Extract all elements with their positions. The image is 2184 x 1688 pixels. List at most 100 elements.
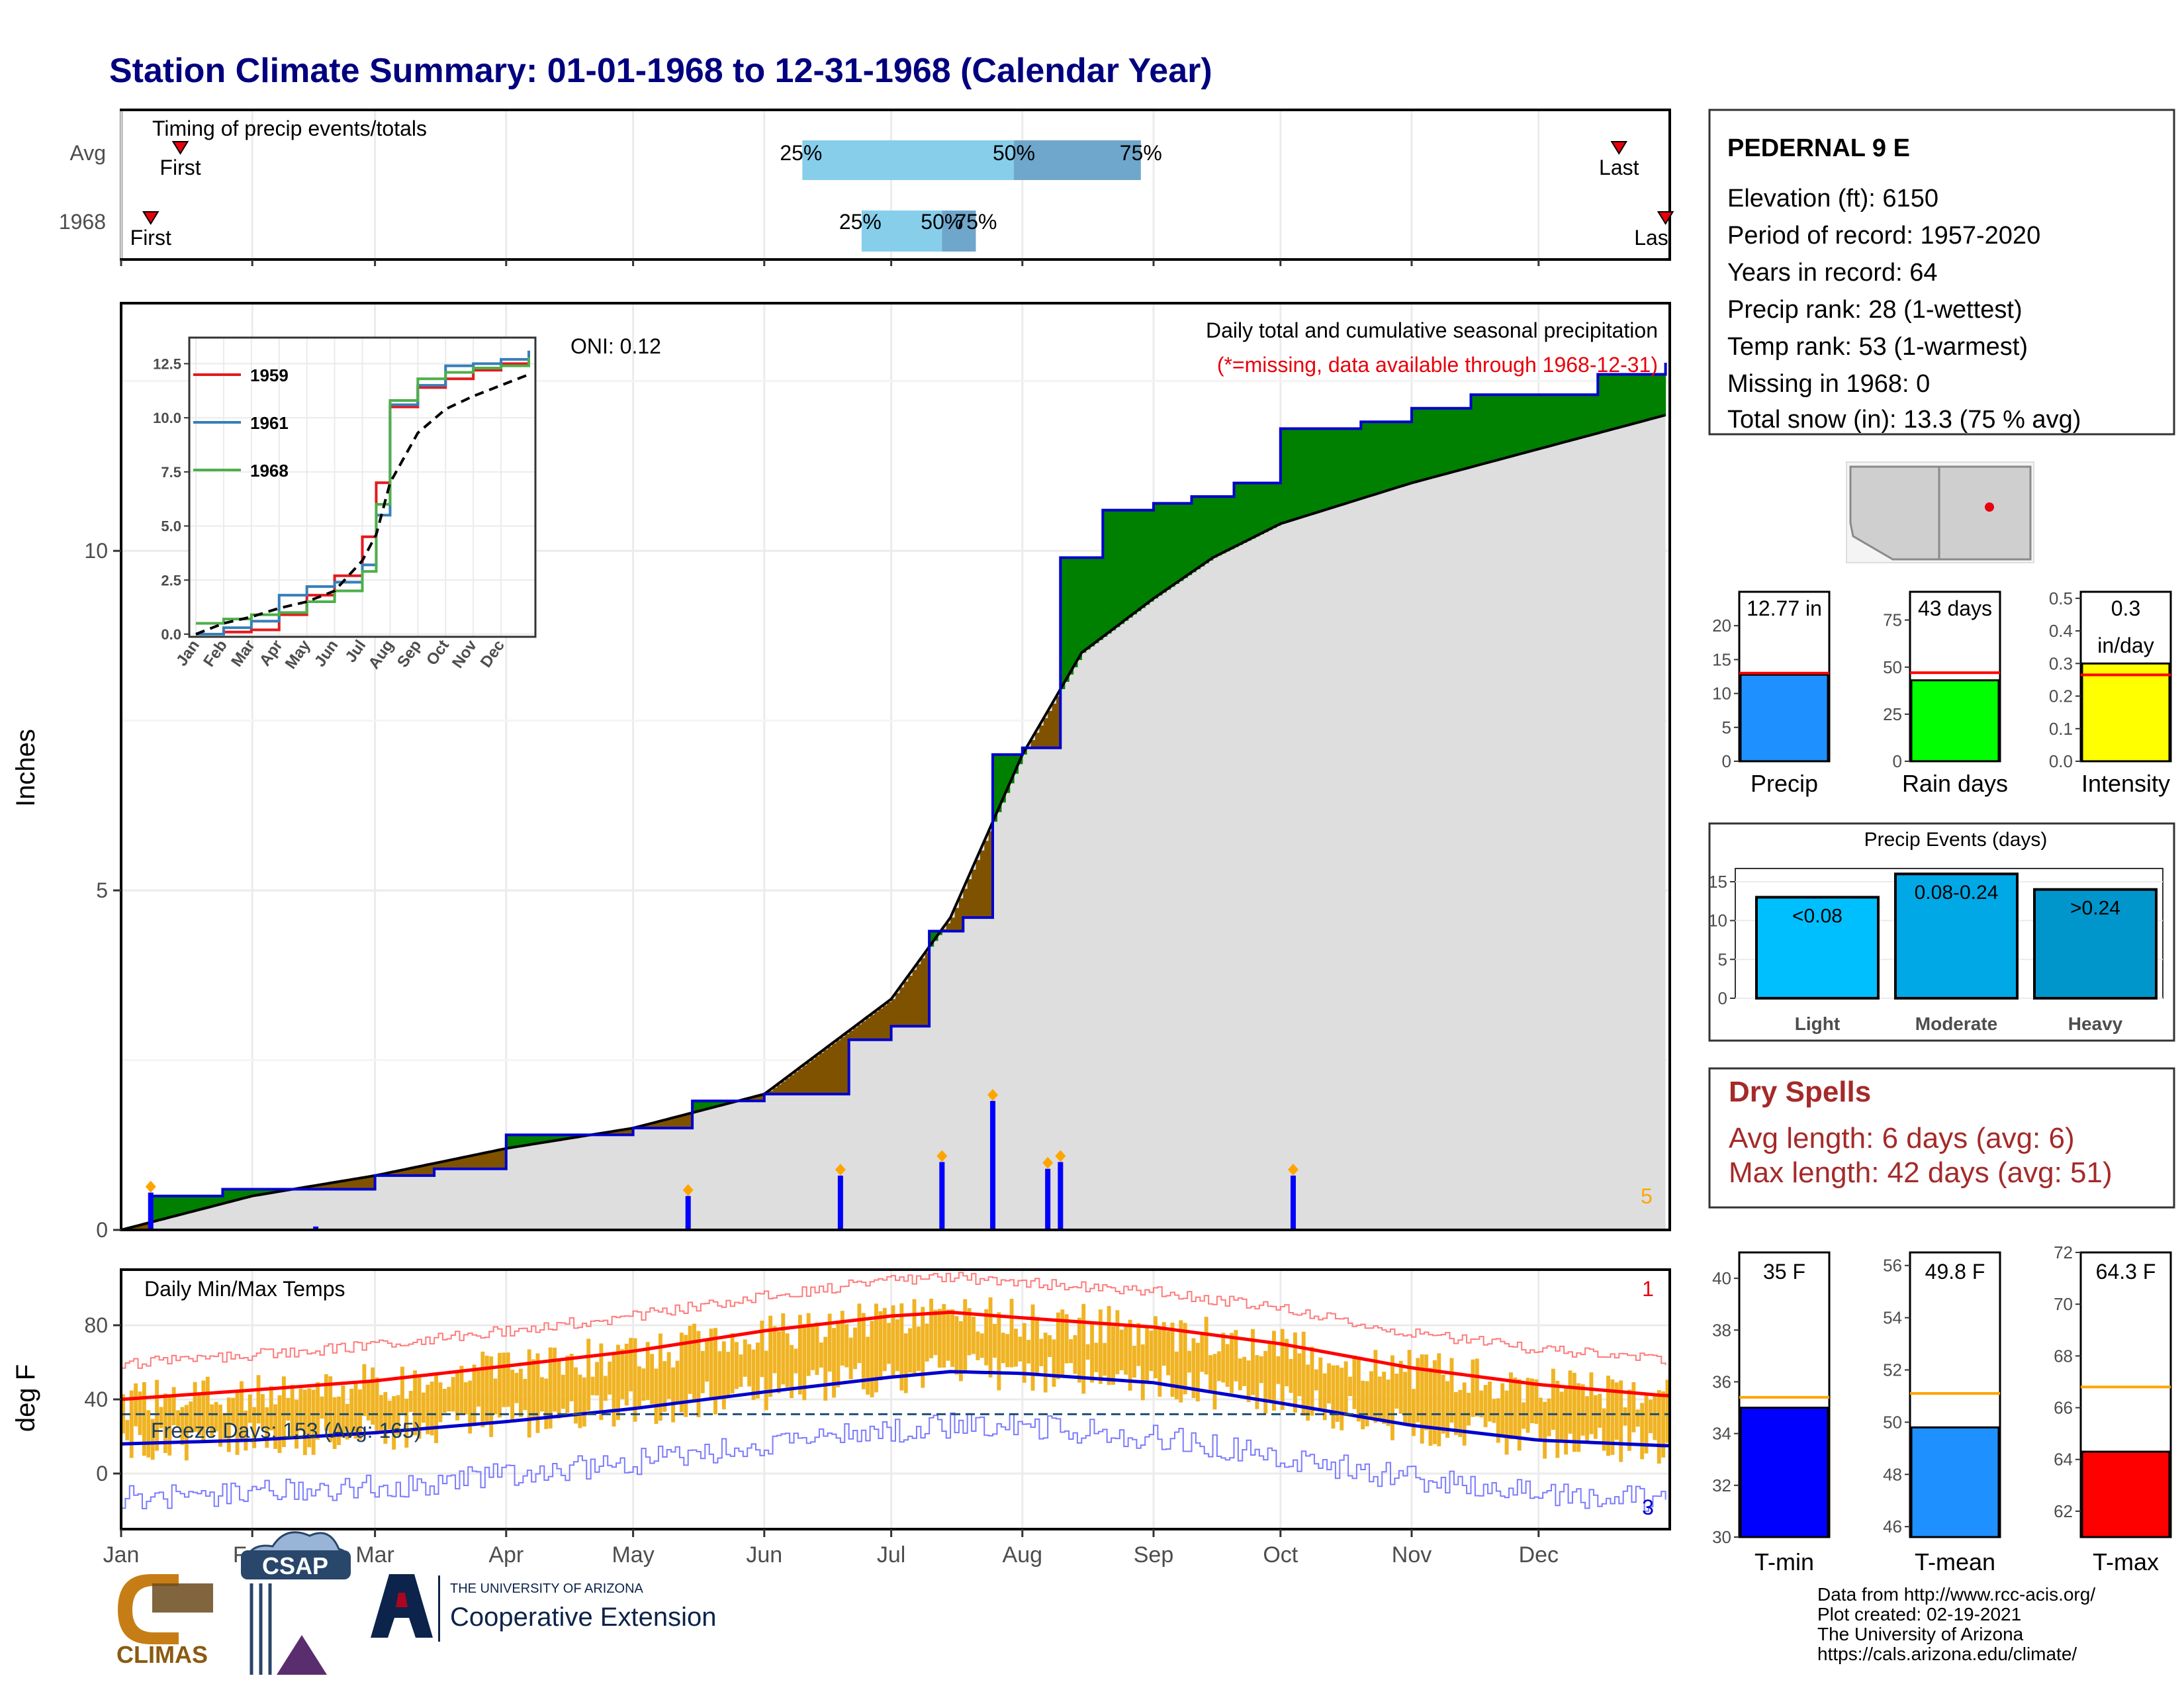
- daily-temp-bar: [1140, 1344, 1145, 1401]
- daily-temp-bar: [1386, 1380, 1390, 1426]
- wetter-than-average-band: [1149, 510, 1154, 602]
- daily-temp-bar: [1525, 1378, 1530, 1433]
- daily-temp-bar: [1653, 1395, 1657, 1440]
- daily-temp-bar: [844, 1324, 849, 1368]
- daily-temp-bar: [1149, 1331, 1154, 1372]
- drier-than-average-band: [472, 1155, 477, 1169]
- daily-temp-bar: [472, 1364, 477, 1427]
- daily-temp-bar: [1318, 1357, 1323, 1410]
- temp-summary-ytick-label-1: 56: [1883, 1256, 1902, 1276]
- daily-precip-bar-0: [148, 1192, 154, 1230]
- drier-than-average-band: [776, 1084, 782, 1094]
- daily-temp-bar: [925, 1323, 929, 1362]
- wetter-than-average-band: [1407, 422, 1412, 485]
- ua-block-a-accent: [396, 1593, 408, 1607]
- daily-temp-bar: [163, 1393, 167, 1454]
- drier-than-average-band: [882, 1005, 887, 1040]
- csap-mountain: [277, 1635, 327, 1675]
- daily-precip-bar-4: [939, 1162, 945, 1230]
- drier-than-average-band: [311, 1186, 316, 1190]
- drier-than-average-band: [866, 1017, 871, 1040]
- month-label-4: Apr: [488, 1542, 523, 1568]
- wetter-than-average-band: [1390, 422, 1396, 490]
- daily-temp-bar: [1602, 1408, 1606, 1451]
- drier-than-average-band: [662, 1120, 668, 1129]
- daily-temp-bar: [184, 1405, 189, 1461]
- wetter-than-average-band: [1200, 496, 1205, 567]
- timing-first-label-0: First: [159, 156, 201, 179]
- daily-temp-bar: [1530, 1378, 1534, 1423]
- events-bar-Light: [1755, 896, 1880, 1000]
- drier-than-average-band: [477, 1154, 482, 1169]
- daily-temp-bar: [1504, 1390, 1509, 1455]
- daily-temp-bar: [1280, 1329, 1285, 1410]
- temp-summary-bar-T-min: [1739, 1407, 1829, 1538]
- dry-spells-avg: Avg length: 6 days (avg: 6): [1729, 1122, 2075, 1154]
- daily-temp-bar: [244, 1410, 248, 1451]
- drier-than-average-band: [832, 1043, 837, 1094]
- daily-temp-bar: [1098, 1309, 1103, 1384]
- wetter-than-average-band: [1589, 395, 1594, 436]
- events-bar-Moderate: [1894, 872, 2019, 1000]
- daily-temp-bar: [866, 1336, 870, 1395]
- wetter-than-average-band: [1069, 557, 1074, 675]
- drier-than-average-band: [768, 1091, 774, 1094]
- temp-summary-name-0: T-min: [1754, 1548, 1814, 1575]
- daily-temp-bar: [882, 1307, 887, 1372]
- temp-summary-ytick-label-2: 70: [2054, 1294, 2073, 1314]
- timing-axis-ticks: [120, 259, 1540, 266]
- dry-spells-title: Dry Spells: [1729, 1076, 1871, 1108]
- daily-temp-bar: [806, 1313, 811, 1376]
- daily-temp-bar: [273, 1404, 278, 1449]
- ua-cooperative-extension: Cooperative Extension: [450, 1603, 716, 1632]
- wetter-than-average-band: [1306, 428, 1311, 516]
- wetter-than-average-band: [1657, 374, 1662, 418]
- wetter-than-average-band: [1509, 395, 1514, 457]
- temp-summary-ytick-label-2: 62: [2054, 1501, 2073, 1521]
- events-ytick-label-2: 10: [1708, 911, 1727, 931]
- precip-panel-frame: [120, 302, 1671, 1231]
- drier-than-average-band: [666, 1119, 672, 1129]
- timing-last-marker-1: [1657, 211, 1674, 225]
- daily-temp-bar: [1001, 1333, 1005, 1364]
- drier-than-average-band: [658, 1121, 663, 1129]
- drier-than-average-band: [684, 1115, 689, 1129]
- wetter-than-average-band: [1009, 754, 1015, 784]
- drier-than-average-band: [908, 976, 913, 1027]
- drier-than-average-band: [341, 1181, 346, 1190]
- timing-q75-label-1: 75%: [954, 210, 997, 234]
- temp-max-count: 1: [1642, 1277, 1654, 1301]
- wetter-than-average-band: [1128, 510, 1133, 618]
- drier-than-average-band: [345, 1180, 350, 1190]
- station-temp-rank: Temp rank: 53 (1-warmest): [1727, 333, 2028, 361]
- credit-line-3: The University of Arizona: [1817, 1624, 2024, 1644]
- wetter-than-average-band: [1234, 483, 1239, 547]
- daily-temp-bar: [1453, 1391, 1458, 1435]
- drier-than-average-band: [963, 888, 968, 918]
- daily-temp-bar: [1327, 1363, 1332, 1404]
- daily-temp-bar: [1018, 1336, 1023, 1362]
- daily-temp-bar: [1158, 1328, 1162, 1397]
- inset-legend-label-1959: 1959: [250, 365, 289, 385]
- daily-temp-bar: [772, 1326, 777, 1374]
- csap-badge: [241, 1550, 351, 1579]
- daily-temp-bar: [1128, 1319, 1132, 1391]
- daily-temp-bar: [569, 1353, 574, 1401]
- wetter-than-average-band: [539, 1135, 545, 1143]
- daily-temp-bar: [1496, 1398, 1500, 1443]
- wetter-than-average-band: [1568, 395, 1573, 442]
- summary-name-0: Precip: [1751, 770, 1818, 797]
- daily-temp-bar: [1170, 1323, 1175, 1397]
- daily-temp-bar: [565, 1356, 570, 1413]
- daily-temp-bar: [608, 1361, 612, 1395]
- wetter-than-average-band: [1322, 428, 1328, 511]
- drier-than-average-band: [455, 1158, 461, 1169]
- precip-y-axis: 0 5 10: [84, 539, 121, 1242]
- inset-ytick-label-1: 2.5: [161, 572, 181, 588]
- daily-temp-bar: [430, 1382, 434, 1436]
- daily-temp-bar: [235, 1391, 240, 1455]
- summary-value-label-2: 0.3: [2111, 596, 2140, 620]
- timing-panel-label: Timing of precip events/totals: [152, 117, 427, 140]
